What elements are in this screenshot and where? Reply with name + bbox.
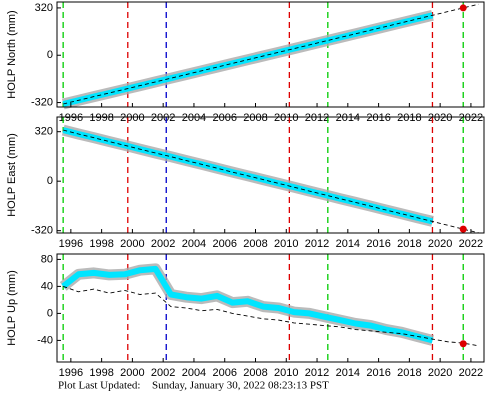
x-tick-label: 2016: [366, 238, 390, 250]
x-tick-label: 2022: [459, 238, 483, 250]
x-tick-label: 2002: [151, 112, 175, 124]
x-tick-label: 2020: [428, 112, 452, 124]
x-tick-label: 1998: [89, 112, 113, 124]
x-tick-label: 1998: [89, 367, 113, 379]
y-tick-label: 0: [47, 307, 53, 319]
x-tick-label: 2004: [182, 112, 206, 124]
x-tick-label: 2000: [120, 238, 144, 250]
x-tick-label: 2014: [336, 238, 360, 250]
x-tick-label: 1996: [59, 367, 83, 379]
x-tick-label: 1996: [59, 238, 83, 250]
footer-text: Sunday, January 30, 2022 08:23:13 PST: [152, 380, 329, 392]
data-point: [459, 225, 467, 233]
x-tick-label: 2008: [243, 367, 267, 379]
model-line: [63, 3, 479, 105]
y-tick-label: 320: [35, 2, 53, 14]
y-axis-label: HOLP North (mm): [6, 10, 18, 98]
x-tick-label: 2016: [366, 112, 390, 124]
x-tick-label: 2008: [243, 238, 267, 250]
data-point: [459, 340, 467, 348]
x-tick-label: 2020: [428, 238, 452, 250]
x-tick-label: 2016: [366, 367, 390, 379]
model-line: [63, 285, 479, 347]
x-tick-label: 2012: [305, 112, 329, 124]
x-tick-label: 2006: [212, 367, 236, 379]
y-tick-label: -320: [31, 225, 53, 237]
x-tick-label: 2004: [182, 367, 206, 379]
plot-frame: [56, 1, 485, 108]
x-tick-label: 2010: [274, 367, 298, 379]
x-tick-label: 2010: [274, 238, 298, 250]
x-tick-label: 2020: [428, 367, 452, 379]
x-tick-label: 2000: [120, 112, 144, 124]
x-tick-label: 2006: [212, 238, 236, 250]
x-tick-label: 1998: [89, 238, 113, 250]
y-axis-label: HOLP East (mm): [6, 133, 18, 217]
x-tick-label: 2004: [182, 238, 206, 250]
footer-label: Plot Last Updated:: [58, 380, 141, 392]
x-tick-label: 2014: [336, 367, 360, 379]
y-tick-label: 320: [35, 126, 53, 138]
y-tick-label: 0: [47, 49, 53, 61]
x-tick-label: 2018: [397, 238, 421, 250]
x-tick-label: 2010: [274, 112, 298, 124]
x-tick-label: 2018: [397, 112, 421, 124]
y-tick-label: 80: [41, 253, 53, 265]
y-tick-label: -40: [37, 334, 53, 346]
x-tick-label: 2002: [151, 238, 175, 250]
y-axis-label: HOLP Up (mm): [6, 270, 18, 346]
x-tick-label: 2008: [243, 112, 267, 124]
plot-frame: [56, 253, 485, 363]
x-tick-label: 2014: [336, 112, 360, 124]
x-tick-label: 2022: [459, 367, 483, 379]
y-tick-label: 40: [41, 280, 53, 292]
plot-frame: [56, 116, 485, 234]
data-line: [61, 265, 434, 344]
x-tick-label: 2006: [212, 112, 236, 124]
y-tick-label: -320: [31, 96, 53, 108]
x-tick-label: 1996: [59, 112, 83, 124]
x-tick-label: 2000: [120, 367, 144, 379]
x-tick-label: 2022: [459, 112, 483, 124]
model-line: [63, 129, 479, 234]
x-tick-label: 2002: [151, 367, 175, 379]
x-tick-label: 2018: [397, 367, 421, 379]
x-tick-label: 2012: [305, 367, 329, 379]
y-tick-label: 0: [47, 175, 53, 187]
x-tick-label: 2012: [305, 238, 329, 250]
data-point: [459, 4, 467, 12]
